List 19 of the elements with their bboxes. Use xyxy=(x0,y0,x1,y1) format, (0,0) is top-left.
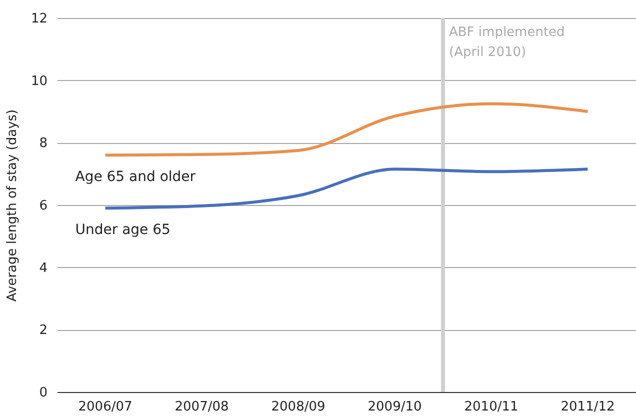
x-tick-label: 2008/09 xyxy=(271,400,326,414)
y-tick-label: 2 xyxy=(39,323,48,338)
y-tick-label: 0 xyxy=(39,386,48,400)
y-axis-title: Average length of stay (days) xyxy=(4,109,20,302)
line-series xyxy=(104,168,590,210)
ref-line-label: ABF implemented (April 2010) xyxy=(449,25,565,60)
x-tick-label: 2010/11 xyxy=(464,400,518,414)
y-tick-label: 10 xyxy=(30,74,48,89)
y-tick-label: 6 xyxy=(39,198,48,214)
series-label: Under age 65 xyxy=(75,222,170,238)
y-tick-label: 12 xyxy=(30,12,48,26)
x-tick-label: 2006/07 xyxy=(78,400,132,414)
series-label: Age 65 and older xyxy=(75,169,196,186)
y-tick-label: 8 xyxy=(39,136,48,152)
x-tick-label: 2007/08 xyxy=(174,400,229,414)
y-tick-label: 4 xyxy=(39,260,48,276)
line-series xyxy=(104,102,590,157)
x-tick-label: 2011/12 xyxy=(560,400,615,414)
x-tick-label: 2009/10 xyxy=(368,400,422,414)
